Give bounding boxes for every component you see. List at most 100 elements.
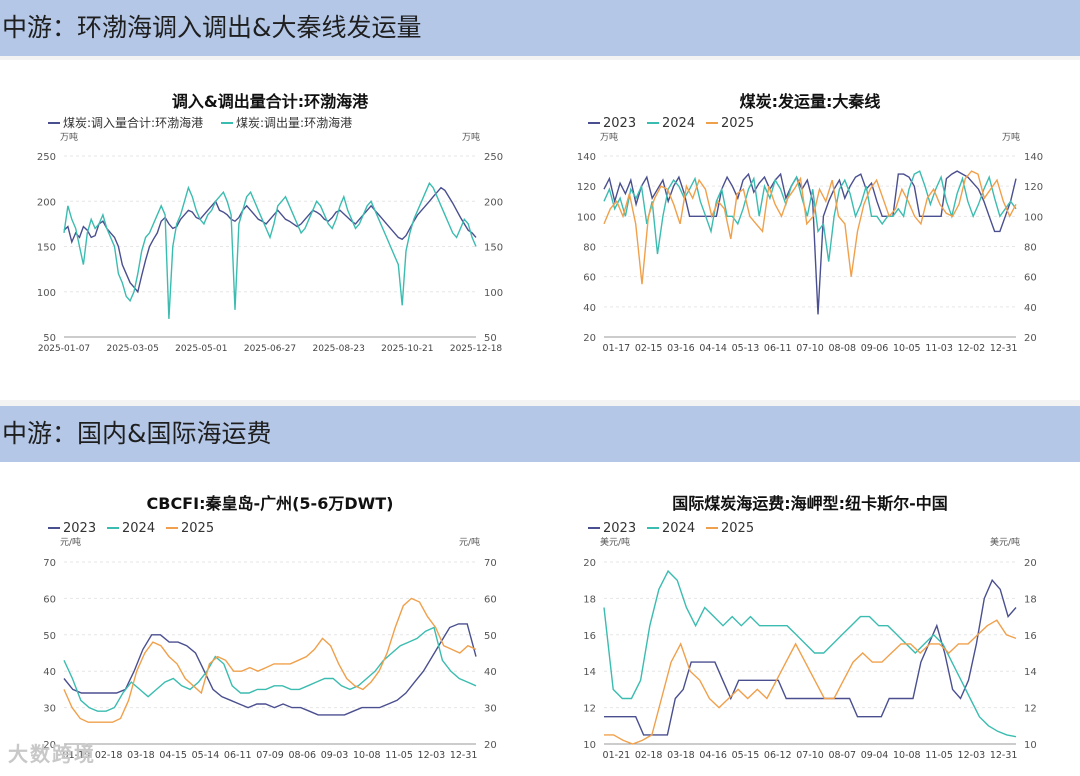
legend-label: 2025	[721, 116, 754, 131]
x-tick-label: 08-08	[828, 343, 856, 354]
y-tick-label-left: 70	[43, 558, 56, 569]
unit-label-right: 万吨	[462, 131, 480, 143]
x-tick-label: 06-11	[764, 343, 792, 354]
chart-panel-4: 国际煤炭海运费:海岬型:纽卡斯尔-中国 10 10 12 12 14 14 16 16 18 18…	[540, 462, 1080, 772]
y-tick-label-left: 120	[577, 182, 596, 193]
y-tick-label-right: 60	[1024, 273, 1037, 284]
series-line	[603, 170, 1017, 315]
x-tick-label: 11-05	[925, 750, 953, 761]
y-tick-label-left: 50	[43, 631, 56, 642]
y-tick-label-left: 20	[583, 333, 596, 344]
series-line	[63, 626, 477, 712]
chart-panel-3: CBCFI:秦皇岛-广州(5-6万DWT) 20 20 30 30 40 40 50 50 60…	[0, 462, 540, 772]
y-tick-label-left: 30	[43, 704, 56, 715]
x-tick-label: 11-05	[385, 750, 413, 761]
series-line	[604, 619, 1017, 745]
legend-label: 2025	[721, 521, 754, 536]
y-tick-label-right: 18	[1024, 594, 1037, 605]
x-tick-label: 03-18	[667, 750, 695, 761]
x-tick-label: 07-10	[796, 343, 824, 354]
unit-label-left: 元/吨	[60, 536, 81, 548]
x-tick-label: 04-16	[699, 750, 727, 761]
series-line	[603, 170, 1017, 285]
chart-svg: 50 50 100 100 150 150 200 200 250 250 万吨 万吨 2025-01-…	[37, 115, 503, 354]
x-tick-label: 05-13	[732, 343, 760, 354]
x-tick-label: 12-03	[418, 750, 446, 761]
y-tick-label-right: 12	[1024, 704, 1037, 715]
y-tick-label-left: 150	[37, 243, 56, 254]
unit-label-right: 美元/吨	[990, 536, 1020, 548]
legend-label: 2023	[63, 521, 96, 536]
y-tick-label-right: 20	[484, 740, 497, 751]
y-tick-label-right: 50	[484, 631, 497, 642]
section-title-2: 中游：国内&国际海运费	[2, 419, 272, 448]
x-tick-label: 07-09	[256, 750, 284, 761]
legend-label: 2025	[181, 521, 214, 536]
x-tick-label: 12-02	[958, 343, 986, 354]
series-line	[63, 181, 477, 319]
y-tick-label-right: 20	[1024, 333, 1037, 344]
unit-label-right: 万吨	[1002, 131, 1020, 143]
x-tick-label: 2025-03-05	[107, 344, 159, 354]
chart-title: CBCFI:秦皇岛-广州(5-6万DWT)	[146, 494, 394, 513]
legend-label: 2023	[603, 521, 636, 536]
y-tick-label-left: 100	[37, 288, 56, 299]
x-tick-label: 05-14	[192, 750, 220, 761]
divider-strip	[0, 400, 1080, 406]
section-header-1: 中游：环渤海调入调出&大秦线发运量	[0, 0, 1080, 56]
x-tick-label: 03-18	[127, 750, 155, 761]
y-tick-label-left: 10	[583, 740, 596, 751]
y-tick-label-right: 60	[484, 594, 497, 605]
y-tick-label-right: 50	[484, 333, 497, 344]
divider-strip	[0, 56, 1080, 60]
y-tick-label-right: 14	[1024, 667, 1037, 678]
y-tick-label-right: 10	[1024, 740, 1037, 751]
y-tick-label-right: 150	[484, 243, 503, 254]
y-tick-label-right: 40	[484, 667, 497, 678]
y-tick-label-left: 18	[583, 594, 596, 605]
legend-label: 2024	[122, 521, 155, 536]
x-tick-label: 09-04	[861, 750, 889, 761]
x-tick-label: 01-21	[603, 750, 631, 761]
x-tick-label: 02-18	[95, 750, 123, 761]
y-tick-label-right: 120	[1024, 182, 1043, 193]
y-tick-label-left: 40	[583, 303, 596, 314]
x-tick-label: 01-19	[63, 750, 91, 761]
x-tick-label: 04-14	[699, 343, 727, 354]
x-tick-label: 06-11	[224, 750, 252, 761]
legend-label: 2023	[603, 116, 636, 131]
y-tick-label-left: 12	[583, 704, 596, 715]
x-tick-label: 2025-01-07	[38, 344, 90, 354]
x-tick-label: 08-06	[288, 750, 316, 761]
x-tick-label: 02-15	[635, 343, 663, 354]
x-tick-label: 2025-06-27	[244, 344, 296, 354]
y-tick-label-right: 250	[484, 152, 503, 163]
unit-label-left: 万吨	[60, 131, 78, 143]
chart-title: 国际煤炭海运费:海岬型:纽卡斯尔-中国	[672, 494, 948, 513]
x-tick-label: 07-10	[796, 750, 824, 761]
series-line	[63, 186, 477, 294]
series-line	[63, 623, 477, 716]
x-tick-label: 05-15	[732, 750, 760, 761]
x-tick-label: 11-03	[925, 343, 953, 354]
legend-label: 煤炭:调出量:环渤海港	[236, 115, 352, 130]
x-tick-label: 12-31	[990, 343, 1018, 354]
y-tick-label-left: 80	[583, 243, 596, 254]
x-tick-label: 12-31	[450, 750, 478, 761]
y-tick-label-right: 40	[1024, 303, 1037, 314]
y-tick-label-right: 20	[1024, 558, 1037, 569]
watermark: 大数跨境	[8, 742, 96, 766]
y-tick-label-left: 250	[37, 152, 56, 163]
y-tick-label-right: 100	[1024, 212, 1043, 223]
y-tick-label-right: 200	[484, 197, 503, 208]
y-tick-label-left: 20	[583, 558, 596, 569]
x-tick-label: 09-03	[321, 750, 349, 761]
x-tick-label: 12-31	[990, 750, 1018, 761]
y-tick-label-left: 40	[43, 667, 56, 678]
section-title-1: 中游：环渤海调入调出&大秦线发运量	[2, 13, 422, 42]
y-tick-label-left: 50	[43, 333, 56, 344]
series-line	[604, 578, 1017, 736]
chart-panel-1: 调入&调出量合计:环渤海港 50 50 100 100 150 150 200 200 250 2…	[0, 60, 540, 400]
y-tick-label-left: 100	[577, 212, 596, 223]
series-line	[603, 569, 1017, 738]
